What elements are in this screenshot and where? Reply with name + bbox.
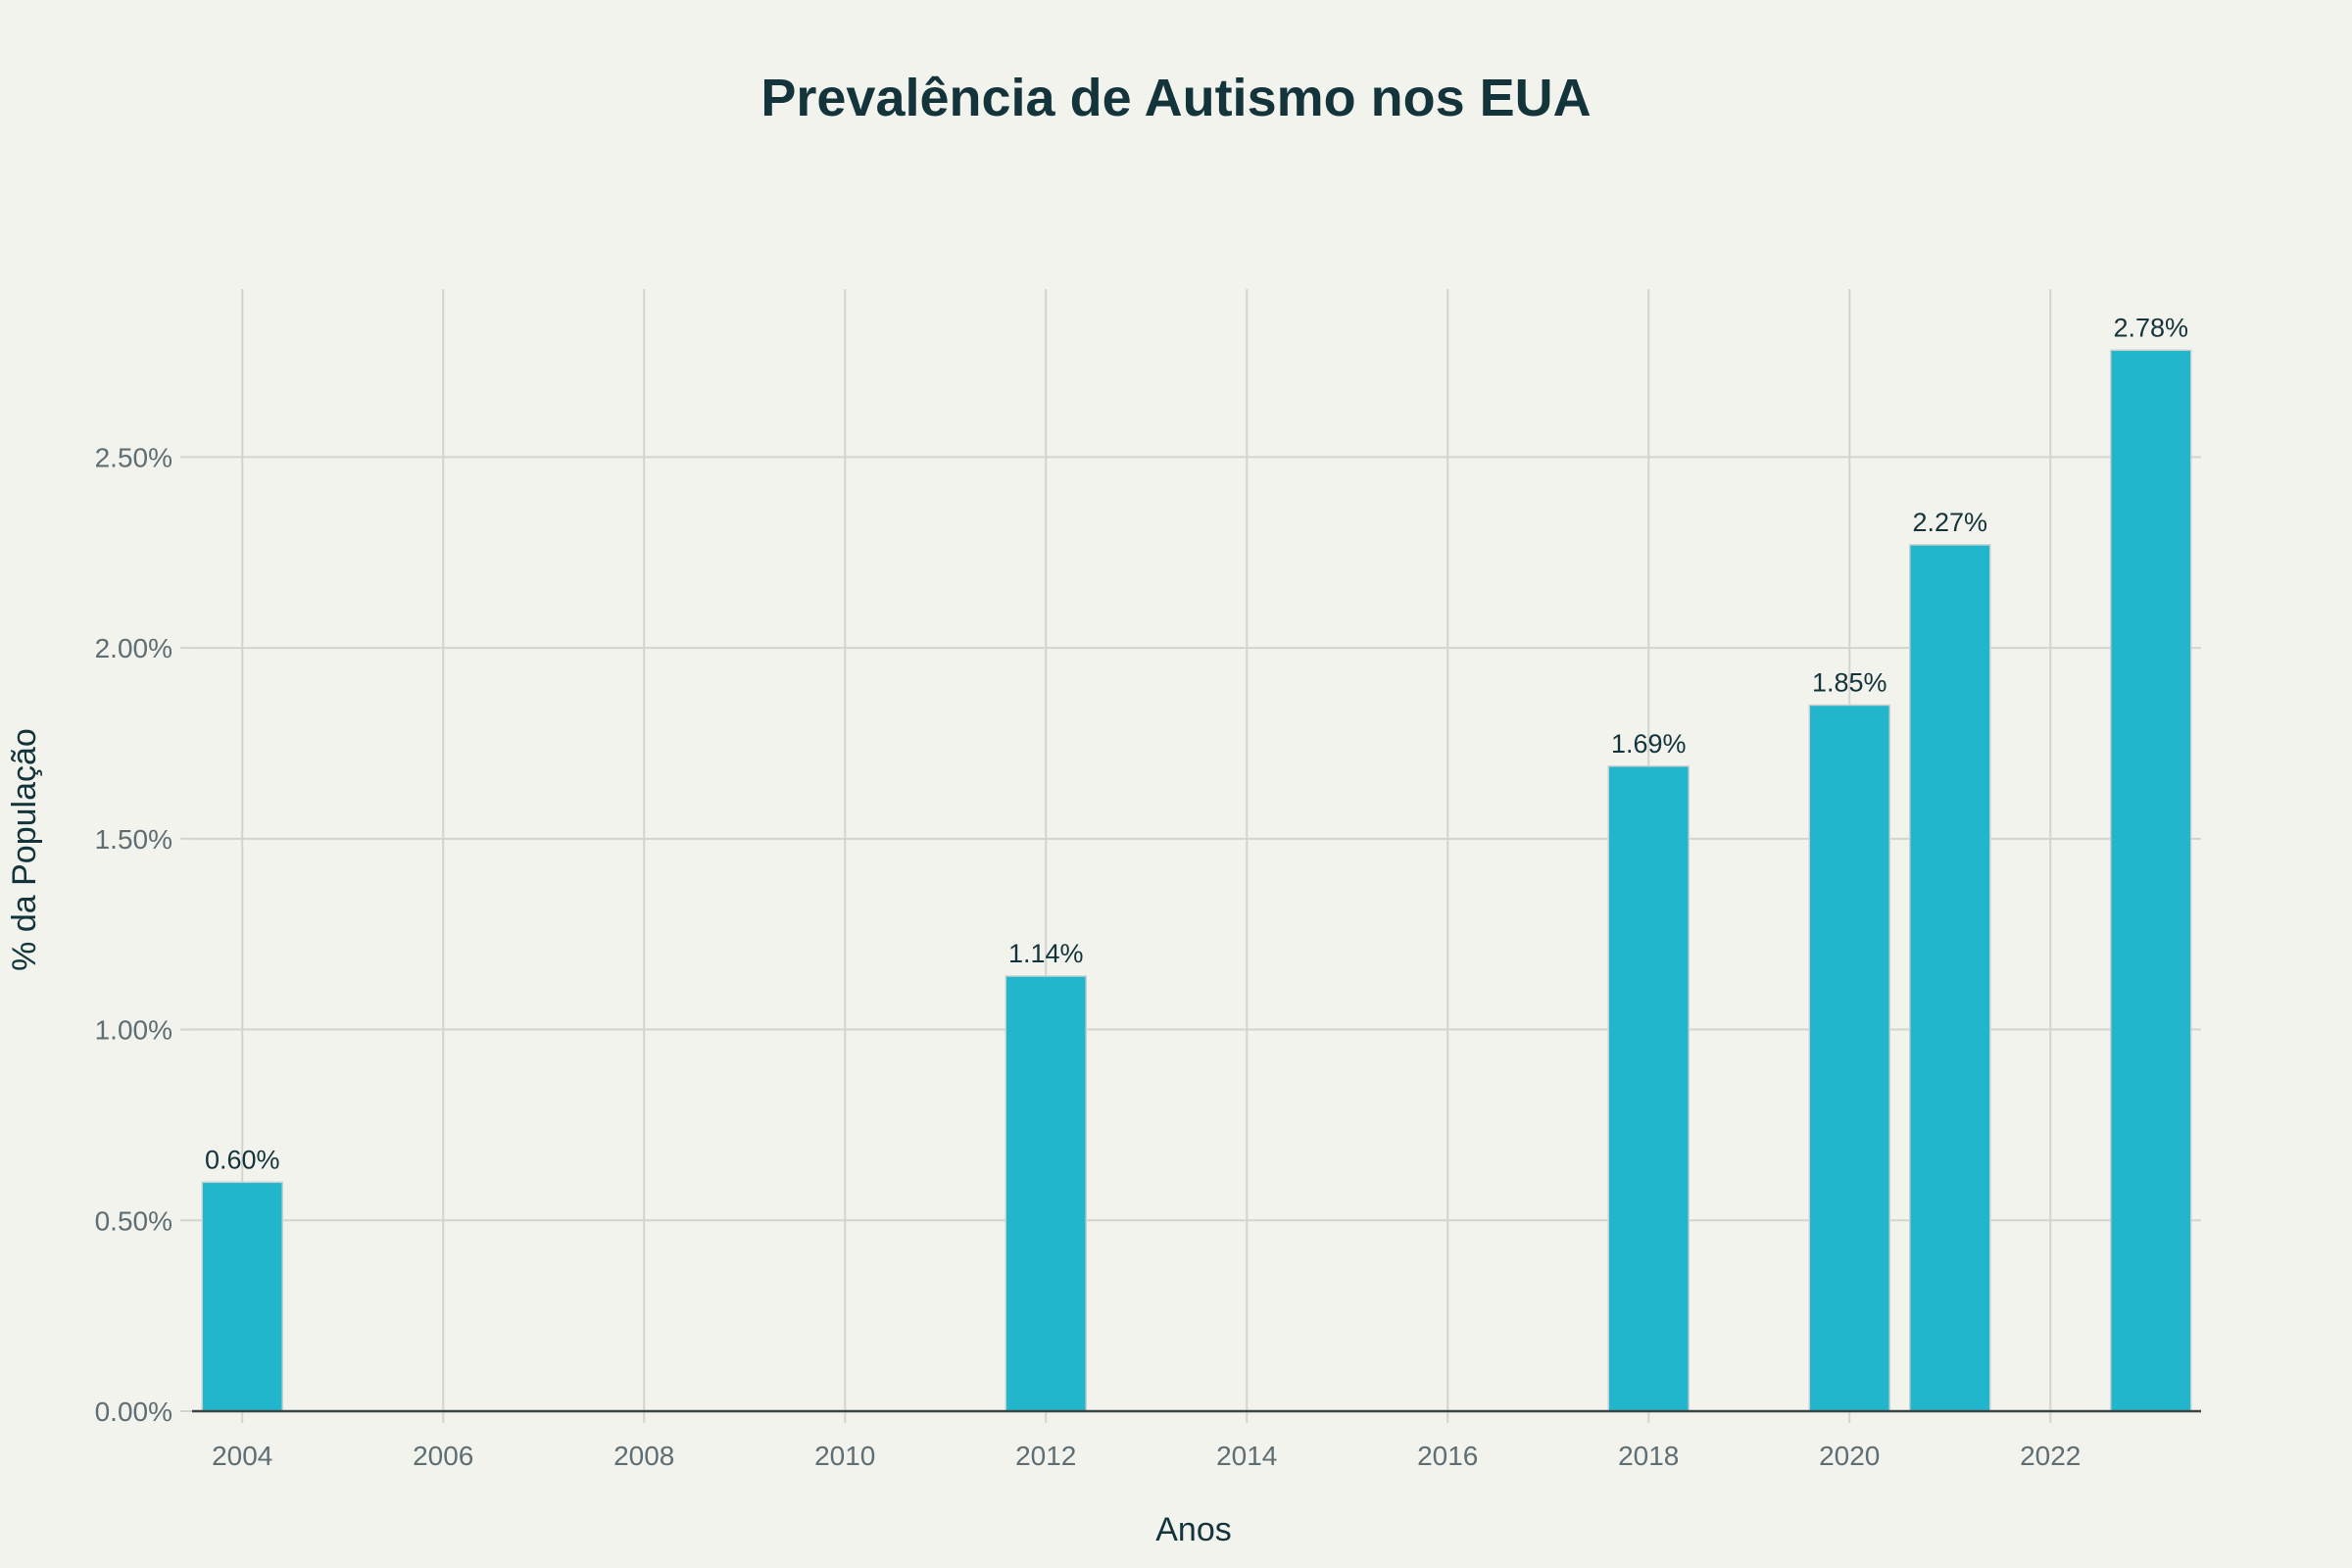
y-tick-label: 1.00% — [95, 1015, 172, 1046]
y-axis-label: % da População — [6, 728, 43, 971]
x-tick-label: 2020 — [1819, 1441, 1880, 1471]
x-tick-label: 2004 — [212, 1441, 272, 1471]
gridlines — [192, 289, 2201, 1411]
bar-2021 — [1909, 544, 1991, 1412]
x-tick-label: 2016 — [1417, 1441, 1478, 1471]
x-tick-label: 2018 — [1618, 1441, 1679, 1471]
bar-2020 — [1808, 704, 1890, 1412]
y-tick-label: 1.50% — [95, 824, 172, 855]
x-axis-label: Anos — [1155, 1511, 1232, 1548]
x-tick-label: 2014 — [1216, 1441, 1277, 1471]
data-label-2018: 1.69% — [1611, 729, 1687, 759]
data-label-2020: 1.85% — [1812, 668, 1887, 698]
data-label-2021: 2.27% — [1912, 508, 1987, 537]
x-tick-label: 2010 — [814, 1441, 875, 1471]
bar-2004 — [201, 1181, 283, 1412]
x-tick-label: 2006 — [413, 1441, 473, 1471]
y-tick-label: 2.00% — [95, 633, 172, 663]
bar-2018 — [1607, 765, 1690, 1412]
chart-title: Prevalência de Autismo nos EUA — [760, 69, 1591, 127]
data-label-2023: 2.78% — [2113, 313, 2188, 342]
bars: 0.60% 1.14% 1.69% 1.85% 2.27% 2.78% — [201, 313, 2192, 1412]
y-axis-ticks: 0.00% 0.50% 1.00% 1.50% 2.00% 2.50% — [95, 442, 192, 1427]
x-tick-label: 2008 — [613, 1441, 674, 1471]
y-tick-label: 0.00% — [95, 1396, 172, 1427]
bar-2023 — [2110, 349, 2192, 1412]
bar-2012 — [1004, 975, 1087, 1412]
data-label-2012: 1.14% — [1008, 939, 1084, 968]
y-tick-label: 0.50% — [95, 1205, 172, 1236]
y-tick-label: 2.50% — [95, 442, 172, 472]
x-tick-label: 2012 — [1015, 1441, 1076, 1471]
data-label-2004: 0.60% — [205, 1145, 280, 1174]
x-axis-ticks: 2004 2006 2008 2010 2012 2014 2016 2018 2020 2022 — [192, 1409, 2201, 1471]
x-tick-label: 2022 — [2020, 1441, 2081, 1471]
